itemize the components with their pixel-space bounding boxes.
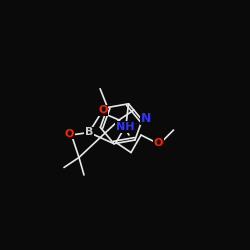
Text: N: N [141,112,151,124]
Text: O: O [65,129,74,139]
Text: NH: NH [116,122,134,132]
Text: O: O [98,106,108,116]
Text: O: O [154,138,163,147]
Text: B: B [85,128,93,138]
